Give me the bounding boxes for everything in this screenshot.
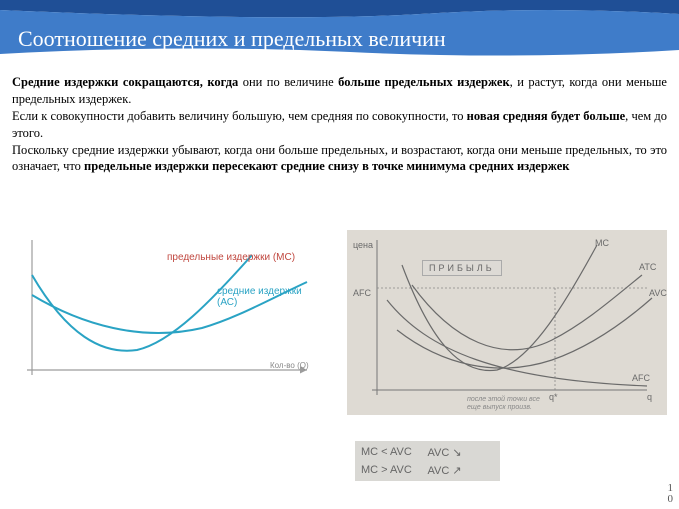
afc-curve [387,300,647,386]
charts-row: предельные издержки (МС) средние издержк… [12,230,667,415]
page-number: 10 [668,483,674,505]
chart-mc-ac: предельные издержки (МС) средние издержк… [12,230,322,400]
note-line2: еще выпуск произв. [467,404,532,411]
f-r2c2: AVC ↗ [428,464,495,477]
chart-atc-avc-afc: ПРИБЫЛЬ цена AFC MC ATC AVC AFC q* q пос… [347,230,667,415]
page-title: Соотношение средних и предельных величин [18,26,446,52]
x-axis-label: Кол-во (Q) [270,362,309,371]
note-line1: после этой точки все [467,396,540,403]
q-label: q [647,392,652,402]
atc-curve [412,275,642,350]
avc-label: AVC [649,288,667,298]
mc-label: MC [595,238,609,248]
f-r2c1: MC > AVC [361,464,428,476]
afc-left-label: AFC [353,288,371,298]
qstar-label: q* [549,392,558,402]
profit-box: ПРИБЫЛЬ [422,260,502,276]
f-r1c2: AVC ↘ [428,446,495,459]
ac-label: средние издержки (АС) [217,286,322,308]
f-r1c1: MC < AVC [361,446,428,458]
body-text: Средние издержки сокращаются, когда они … [12,74,667,175]
mc-label: предельные издержки (МС) [167,252,295,263]
formula-block: MC < AVC AVC ↘ MC > AVC AVC ↗ [355,441,500,481]
atc-label: ATC [639,262,656,272]
afc-label: AFC [632,373,650,383]
y-axis-label: цена [353,240,373,250]
